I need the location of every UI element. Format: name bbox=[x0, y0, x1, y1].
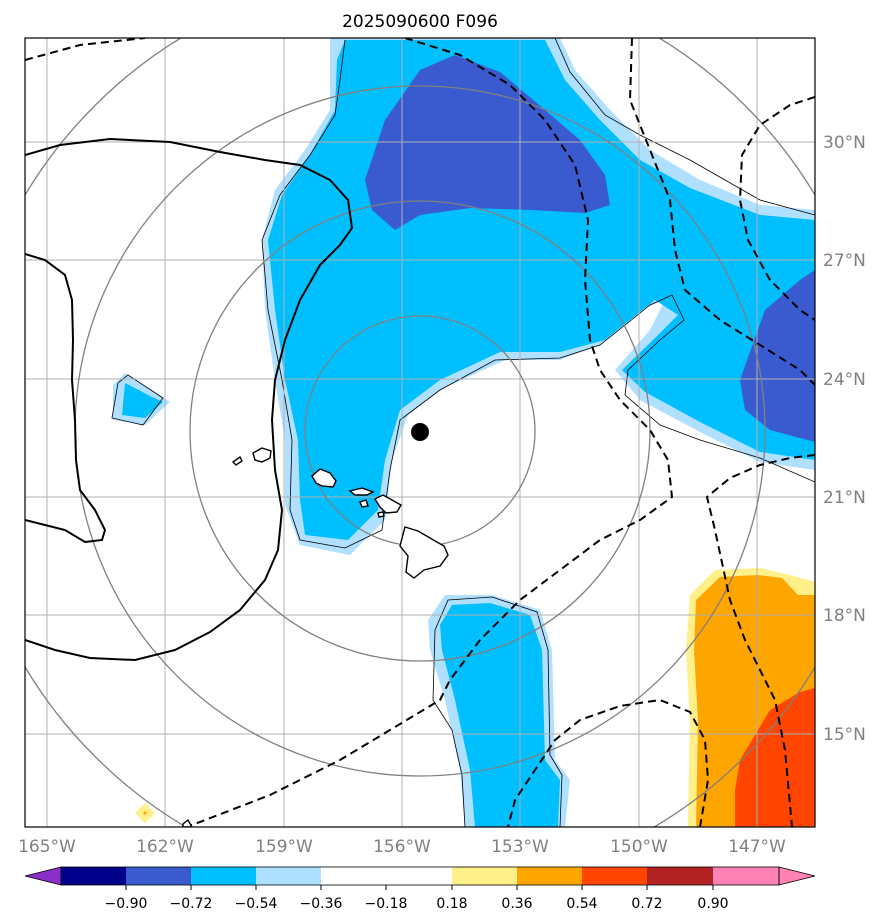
lat-label-27n: 27°N bbox=[823, 251, 866, 271]
colorbar-bin-9 bbox=[647, 867, 713, 885]
colorbar-label-6: 0.18 bbox=[436, 896, 467, 912]
longitude-labels: 165°W 162°W 159°W 156°W 153°W 150°W 147°… bbox=[18, 837, 786, 857]
colorbar-bin-4 bbox=[256, 867, 321, 885]
colorbar-label-1: −0.90 bbox=[105, 896, 148, 912]
colorbar-extend-high bbox=[778, 866, 816, 886]
island-lanai bbox=[359, 499, 369, 508]
island-maui bbox=[373, 494, 402, 514]
colorbar-bin-3 bbox=[191, 867, 256, 885]
coastlines bbox=[182, 447, 449, 827]
colorbar-label-4: −0.36 bbox=[300, 896, 343, 912]
colorbar-label-7: 0.36 bbox=[501, 896, 532, 912]
colorbar-label-3: −0.54 bbox=[235, 896, 278, 912]
island-molokai bbox=[348, 487, 375, 496]
colorbar-label-8: 0.54 bbox=[566, 896, 597, 912]
lon-label-165w: 165°W bbox=[18, 837, 76, 857]
anomaly-fill-red-orange bbox=[735, 688, 815, 827]
island-niihau bbox=[231, 455, 243, 466]
map-frame bbox=[24, 37, 816, 828]
colorbar-label-2: −0.72 bbox=[170, 896, 213, 912]
colorbar-extend-low bbox=[24, 866, 62, 886]
colorbar-frame bbox=[60, 866, 780, 886]
lat-label-18n: 18°N bbox=[823, 606, 866, 626]
colorbar-bin-6 bbox=[452, 867, 517, 885]
map-title: 2025090600 F096 bbox=[342, 12, 498, 32]
latitude-labels: 30°N 27°N 24°N 21°N 18°N 15°N bbox=[823, 133, 866, 745]
lat-label-21n: 21°N bbox=[823, 488, 866, 508]
colorbar-bin-7 bbox=[517, 867, 582, 885]
island-oahu bbox=[311, 468, 337, 488]
colorbar-label-5: −0.18 bbox=[365, 896, 408, 912]
atoll-southwest bbox=[182, 818, 193, 827]
colorbar-bin-8 bbox=[582, 867, 647, 885]
lon-label-153w: 153°W bbox=[491, 837, 549, 857]
lat-label-30n: 30°N bbox=[823, 133, 866, 153]
anomaly-dot bbox=[143, 811, 147, 815]
lat-label-15n: 15°N bbox=[823, 725, 866, 745]
colorbar: −0.90 −0.72 −0.54 −0.36 −0.18 0.18 0.36 … bbox=[24, 866, 816, 912]
colorbar-label-10: 0.90 bbox=[697, 896, 728, 912]
colorbar-label-9: 0.72 bbox=[631, 896, 662, 912]
island-kauai bbox=[252, 447, 272, 463]
colorbar-bin-5 bbox=[321, 867, 452, 885]
map-area bbox=[25, 38, 815, 827]
lon-label-159w: 159°W bbox=[255, 837, 313, 857]
island-hawaii bbox=[399, 526, 449, 579]
colorbar-bin-10 bbox=[713, 867, 779, 885]
solid-contours bbox=[25, 137, 354, 662]
lon-label-156w: 156°W bbox=[373, 837, 431, 857]
lat-label-24n: 24°N bbox=[823, 370, 866, 390]
shading-outlines bbox=[111, 38, 815, 827]
colorbar-bin-2 bbox=[126, 867, 191, 885]
lon-label-147w: 147°W bbox=[728, 837, 786, 857]
lon-label-150w: 150°W bbox=[610, 837, 668, 857]
colorbar-bin-1 bbox=[61, 867, 126, 885]
storm-center-marker bbox=[411, 423, 429, 441]
graticule bbox=[25, 38, 815, 827]
dashed-contours bbox=[25, 38, 815, 827]
island-kahoolawe bbox=[377, 511, 385, 518]
colorbar-ticks bbox=[125, 885, 714, 890]
lon-label-162w: 162°W bbox=[136, 837, 194, 857]
